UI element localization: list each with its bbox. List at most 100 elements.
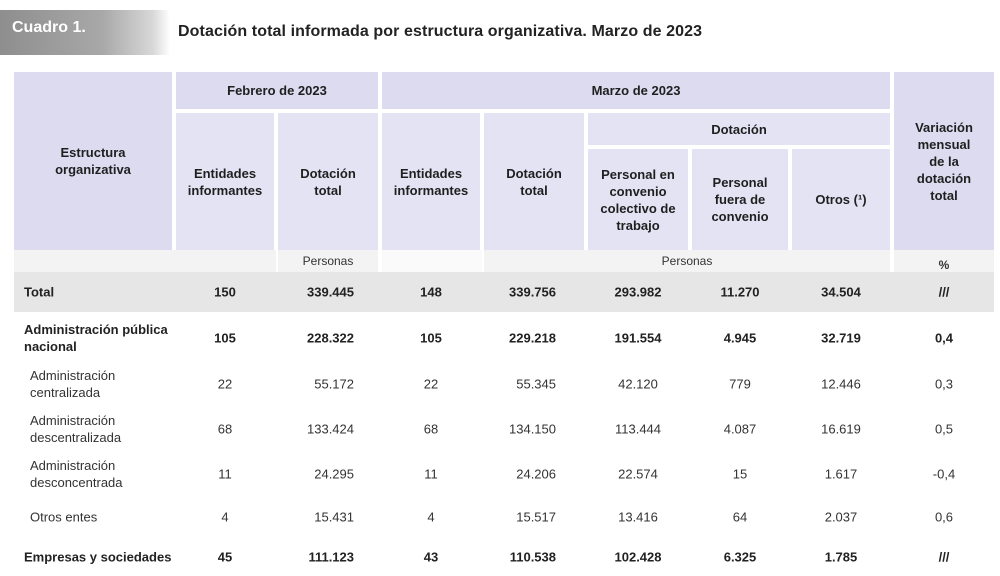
table-cell: 32.719 [821, 330, 861, 346]
table-cell: 15.431 [314, 509, 354, 525]
table-cell: 148 [420, 284, 442, 300]
table-cell: 1.785 [824, 549, 858, 565]
group-febrero-label: Febrero de 2023 [227, 83, 327, 98]
unit-pct: % [894, 250, 994, 272]
table-cell: 4.087 [723, 421, 757, 437]
unit-mar-personas: Personas [484, 250, 890, 272]
table-cell: 68 [423, 421, 439, 437]
table-cell: 13.416 [618, 509, 658, 525]
unit-feb-personas: Personas [278, 250, 378, 272]
table-row: Administración descentralizada 68 133.424 6… [14, 407, 994, 451]
unit-mar-personas-label: Personas [661, 253, 713, 268]
col-feb-entidades-header: Entidades informantes [176, 113, 274, 250]
table-cell: 2.037 [824, 509, 858, 525]
row-label: Total [24, 284, 55, 300]
table-cell: 11 [218, 466, 232, 482]
table-row: Administración desconcentrada 11 24.295 11 2… [14, 452, 994, 496]
table-cell: 0,3 [934, 376, 954, 392]
row-label: Otros entes [30, 509, 98, 525]
table-cell: 0,5 [934, 421, 954, 437]
table-cell: 43 [423, 549, 439, 565]
col-otros-header: Otros (¹) [792, 149, 890, 250]
table-cell: 133.424 [307, 421, 354, 437]
table-cell: 15.517 [516, 509, 556, 525]
table-cell: 42.120 [618, 376, 658, 392]
group-marzo-header: Marzo de 2023 [382, 72, 890, 109]
table-cell: 22.574 [618, 466, 658, 482]
table-cell: 779 [729, 376, 751, 392]
col-personal-convenio-label: Personal en convenio colectivo de trabaj… [600, 166, 676, 233]
col-estructura-label: Estructura organizativa [55, 145, 131, 177]
col-feb-dotacion-label: Dotación total [300, 165, 356, 198]
col-variacion-label: Variación mensual de la dotación total [915, 119, 973, 203]
table-cell: 102.428 [614, 549, 662, 565]
table-cell: 15 [732, 466, 748, 482]
table-row: Otros entes 4 15.431 4 15.517 13.416 64 2.037 0,… [14, 497, 994, 537]
table-title: Dotación total informada por estructura … [178, 23, 703, 40]
table-cell: 0,6 [934, 509, 954, 525]
table-cell: 11.270 [720, 284, 760, 300]
table-cell: 64 [732, 509, 748, 525]
col-personal-convenio-header: Personal en convenio colectivo de trabaj… [588, 149, 688, 250]
unit-row-blank [14, 250, 276, 272]
table-cell: 110.538 [509, 549, 556, 565]
table-cell: 229.218 [509, 330, 556, 346]
table-cell: 134.150 [509, 421, 556, 437]
row-label: Empresas y sociedades [24, 549, 172, 565]
table-cell: 22 [217, 376, 233, 392]
row-label: Administración pública nacional [24, 322, 168, 354]
col-personal-fuera-header: Personal fuera de convenio [692, 149, 788, 250]
table-cell: 339.445 [307, 284, 354, 300]
col-otros-label: Otros (¹) [815, 192, 867, 207]
unit-feb-personas-label: Personas [302, 253, 354, 268]
col-mar-dotacion-label: Dotación total [506, 165, 562, 198]
table-cell: 16.619 [821, 421, 861, 437]
col-mar-dotacion-header: Dotación total [484, 113, 584, 250]
table-cell: 4 [221, 509, 229, 525]
table-cell: -0,4 [932, 466, 956, 482]
table-cell: 12.446 [821, 376, 861, 392]
col-mar-entidades-label: Entidades informantes [393, 165, 469, 198]
unit-row-blank-2 [382, 250, 482, 272]
table-cell: 105 [420, 330, 442, 346]
table-row: Administración pública nacional 105 228.32… [14, 316, 994, 360]
table-cell: 4.945 [723, 330, 757, 346]
group-dotacion-label: Dotación [711, 121, 767, 137]
col-mar-entidades-header: Entidades informantes [382, 113, 480, 250]
col-feb-entidades-label: Entidades informantes [187, 165, 263, 198]
table-cell: 150 [214, 284, 236, 300]
table-cell: 4 [427, 509, 435, 525]
table-cell: 24.206 [516, 466, 556, 482]
table-cell: 6.325 [723, 549, 757, 565]
table-cell: 111.123 [308, 549, 354, 565]
table-header-bar: Cuadro 1. Dotación total informada por e… [0, 0, 1000, 60]
table-cell: /// [938, 284, 950, 300]
row-label: Administración centralizada [30, 368, 116, 400]
table-row: Total 150 339.445 148 339.756 293.982 11.270 34… [14, 272, 994, 312]
col-personal-fuera-label: Personal fuera de convenio [711, 175, 769, 224]
table-cell: /// [938, 549, 950, 565]
table-cell: 113.444 [614, 421, 662, 437]
table-cell: 34.504 [821, 284, 861, 300]
data-table: Estructura organizativa Febrero de 2023 … [14, 72, 994, 576]
col-estructura-header: Estructura organizativa [14, 72, 172, 250]
row-label: Administración desconcentrada [30, 458, 123, 490]
col-feb-dotacion-header: Dotación total [278, 113, 378, 250]
table-cell: 24.295 [314, 466, 354, 482]
table-cell: 45 [217, 549, 233, 565]
table-row: Administración centralizada 22 55.172 22 55.… [14, 362, 994, 406]
table-cell: 228.322 [307, 330, 354, 346]
row-label: Administración descentralizada [30, 413, 122, 445]
table-cell: 105 [214, 330, 236, 346]
group-marzo-label: Marzo de 2023 [591, 83, 681, 98]
table-cell: 55.172 [314, 376, 354, 392]
table-cell: 339.756 [509, 284, 556, 300]
col-variacion-header: Variación mensual de la dotación total [894, 72, 994, 250]
table-number-badge: Cuadro 1. [0, 10, 170, 55]
table-cell: 11 [424, 466, 438, 482]
table-cell: 191.554 [614, 330, 662, 346]
group-febrero-header: Febrero de 2023 [176, 72, 378, 109]
group-dotacion-header: Dotación [588, 113, 890, 145]
table-cell: 0,4 [934, 330, 954, 346]
table-cell: 55.345 [516, 376, 556, 392]
